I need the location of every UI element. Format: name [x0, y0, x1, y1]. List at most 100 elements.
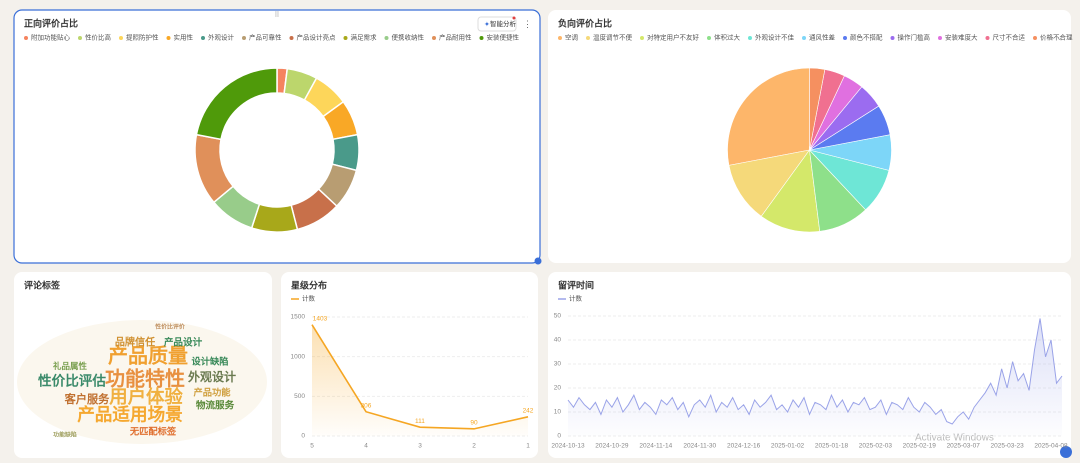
x-tick-label: 2025-03-23 — [990, 443, 1024, 450]
cloud-backdrop — [17, 320, 267, 444]
legend-label: 产品可靠性 — [249, 33, 282, 42]
legend-label: 安装难度大 — [945, 33, 978, 42]
legend-label: 产品耐用性 — [439, 33, 472, 42]
legend-swatch — [938, 36, 942, 40]
legend-swatch — [748, 36, 752, 40]
x-tick-label: 2 — [472, 443, 476, 450]
word: 产品适用场景 — [77, 405, 183, 425]
panel-title: 正向评价占比 — [24, 17, 78, 28]
legend-label: 实用性 — [174, 33, 194, 42]
legend-label: 对特定用户不友好 — [647, 33, 700, 42]
legend-label: 安装便捷性 — [487, 33, 520, 42]
legend-swatch — [640, 36, 644, 40]
legend-swatch — [24, 36, 28, 40]
drag-handle[interactable]: ⠿ — [274, 11, 279, 19]
button-label: 智能分析 — [490, 19, 517, 28]
legend-swatch — [802, 36, 806, 40]
panel-title: 星级分布 — [291, 279, 327, 290]
legend-swatch — [479, 36, 484, 40]
x-tick-label: 2025-03-07 — [947, 443, 981, 450]
legend-swatch — [558, 36, 562, 40]
legend-label: 空调 — [565, 33, 578, 42]
y-tick-label: 1500 — [291, 314, 306, 321]
word: 外观设计 — [188, 369, 236, 384]
word: 性价比评估 — [38, 373, 106, 389]
word: 功能缺陷 — [53, 431, 77, 439]
word: 设计缺陷 — [191, 355, 228, 366]
x-tick-label: 2025-02-03 — [859, 443, 893, 450]
word: 品牌信任 — [115, 336, 155, 349]
x-tick-label: 2025-04-08 — [1034, 443, 1068, 450]
legend-swatch — [432, 36, 436, 40]
data-label: 306 — [361, 402, 372, 409]
button-icon: ✦ — [484, 20, 490, 28]
word: 产品功能 — [193, 386, 231, 397]
word: 性价比评价 — [154, 323, 185, 331]
smart-analysis-button[interactable]: ✦ 智能分析 — [477, 16, 517, 32]
data-label: 90 — [470, 420, 478, 427]
legend-swatch — [201, 36, 205, 40]
y-tick-label: 500 — [294, 393, 305, 400]
legend-swatch — [890, 36, 895, 40]
legend-swatch — [289, 36, 294, 40]
legend-swatch — [586, 36, 590, 40]
word: 产品质量 — [108, 343, 188, 367]
data-label: 242 — [523, 408, 534, 415]
x-tick-label: 2025-01-02 — [771, 443, 805, 450]
x-tick-label: 2025-02-19 — [903, 443, 937, 450]
y-tick-label: 1000 — [291, 353, 306, 360]
legend-label: 便携收纳性 — [392, 33, 425, 42]
legend-swatch — [78, 36, 82, 40]
y-tick-label: 0 — [557, 433, 561, 440]
word: 礼品属性 — [53, 361, 87, 371]
x-tick-label: 3 — [418, 443, 422, 450]
legend-label: 外观设计 — [208, 33, 235, 42]
x-tick-label: 1 — [526, 443, 530, 450]
help-button[interactable] — [1060, 446, 1072, 458]
y-tick-label: 40 — [554, 337, 562, 344]
legend-label: 提照防护性 — [126, 33, 159, 42]
legend-label: 价格不合理 — [1040, 33, 1073, 42]
line — [311, 324, 529, 430]
word: 无匹配标签 — [129, 425, 177, 436]
x-tick-label: 5 — [310, 443, 314, 450]
x-tick-label: 4 — [364, 443, 368, 450]
legend-swatch — [119, 36, 123, 40]
data-label: 111 — [415, 418, 425, 425]
y-tick-label: 10 — [554, 409, 562, 416]
word: 功能特性 — [105, 366, 185, 390]
legend-label: 温度调节不便 — [593, 33, 633, 42]
word: 产品设计 — [164, 337, 203, 349]
y-tick-label: 20 — [554, 385, 562, 392]
legend-swatch — [242, 36, 246, 40]
line — [567, 318, 1063, 425]
legend-swatch — [843, 36, 847, 40]
legend-swatch — [384, 36, 389, 40]
legend-label: 操作门槛高 — [898, 33, 931, 42]
x-tick-label: 2024-11-14 — [639, 443, 672, 450]
legend-label: 尺寸不合适 — [993, 33, 1026, 42]
legend-label: 性价比高 — [85, 33, 112, 42]
more-menu[interactable]: ⋮ — [523, 19, 532, 29]
legend-more[interactable]: ⋯ ⌄ — [1046, 33, 1063, 42]
panel-title: 评论标签 — [24, 279, 61, 290]
panel-positive[interactable] — [13, 9, 541, 264]
legend-swatch — [985, 36, 990, 40]
legend-label: 颜色不搭配 — [850, 33, 883, 42]
y-tick-label: 30 — [554, 361, 562, 368]
resize-handle[interactable] — [534, 257, 542, 265]
legend-label: 体积过大 — [714, 33, 741, 42]
data-label: 1403 — [313, 315, 328, 322]
y-tick-label: 50 — [554, 313, 562, 320]
legend-swatch — [707, 36, 711, 40]
x-tick-label: 2024-10-29 — [595, 443, 629, 450]
x-tick-label: 2024-11-30 — [683, 443, 716, 450]
badge — [512, 16, 516, 20]
x-tick-label: 2024-12-16 — [727, 443, 761, 450]
legend-label: 计数 — [569, 294, 583, 303]
y-tick-label: 0 — [301, 433, 305, 440]
panel-title: 留评时间 — [558, 279, 594, 290]
legend-swatch — [166, 36, 171, 40]
x-tick-label: 2025-01-18 — [815, 443, 849, 450]
